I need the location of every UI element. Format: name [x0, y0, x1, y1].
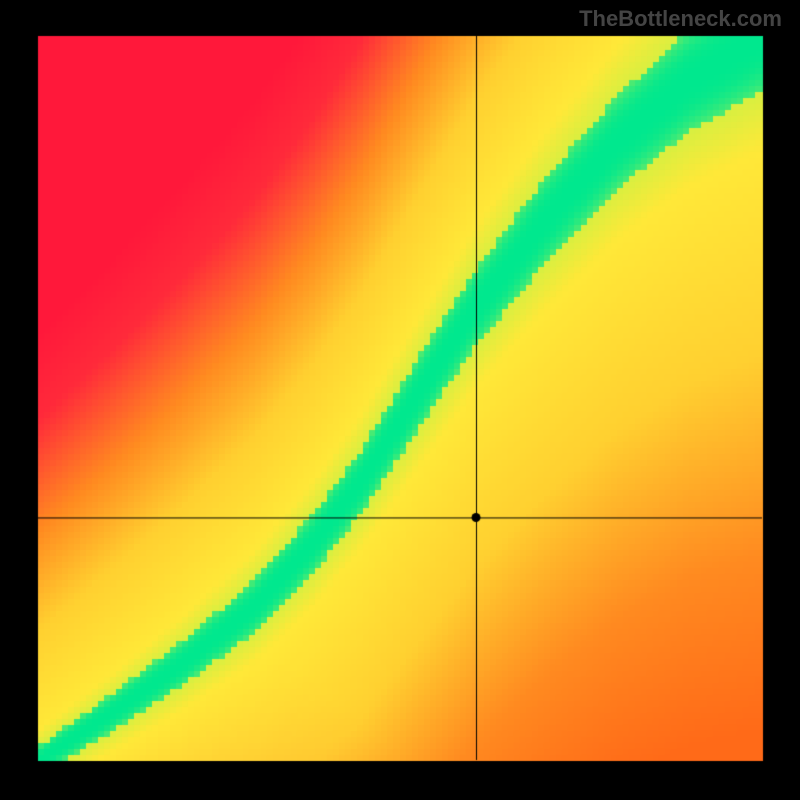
chart-container: TheBottleneck.com [0, 0, 800, 800]
bottleneck-heatmap [0, 0, 800, 800]
watermark-text: TheBottleneck.com [579, 6, 782, 32]
